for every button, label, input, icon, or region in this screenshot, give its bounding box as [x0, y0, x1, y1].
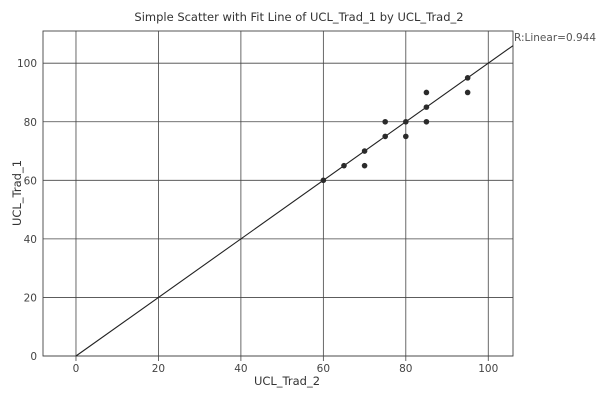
data-point: [464, 89, 471, 96]
y-tick-label: 80: [24, 117, 37, 129]
data-point: [382, 118, 388, 125]
data-point: [403, 118, 409, 125]
data-point: [423, 89, 430, 96]
plot-frame: [42, 30, 514, 357]
y-tick-label: 20: [24, 292, 37, 304]
data-point: [464, 75, 471, 81]
x-axis-ticks: 0 20 40 60 80 100: [73, 356, 498, 375]
x-tick-label: 40: [234, 363, 247, 375]
x-axis-label: UCL_Trad_2: [254, 374, 320, 388]
data-point: [423, 118, 430, 125]
data-point: [361, 162, 368, 169]
x-tick-label: 80: [399, 363, 412, 375]
data-point: [423, 104, 430, 110]
chart-title: Simple Scatter with Fit Line of UCL_Trad…: [134, 10, 463, 24]
data-point: [341, 162, 347, 169]
y-tick-label: 40: [24, 234, 37, 246]
y-axis-ticks: 0 20 40 60 80 100: [17, 58, 37, 363]
r-linear-label: R:Linear=0.944: [514, 32, 596, 44]
y-tick-label: 0: [30, 351, 37, 363]
data-point: [382, 133, 388, 140]
x-tick-label: 100: [478, 363, 498, 375]
data-points: [320, 75, 471, 184]
y-axis-label: UCL_Trad_1: [10, 160, 24, 226]
x-tick-label: 0: [73, 363, 80, 375]
fit-line: [75, 45, 514, 357]
data-point: [361, 148, 368, 154]
grid: [43, 31, 513, 357]
y-tick-label: 60: [24, 175, 37, 187]
y-tick-label: 100: [17, 58, 37, 70]
data-point: [403, 133, 409, 140]
data-point: [320, 177, 327, 184]
x-tick-label: 20: [152, 363, 165, 375]
x-tick-label: 60: [317, 363, 330, 375]
